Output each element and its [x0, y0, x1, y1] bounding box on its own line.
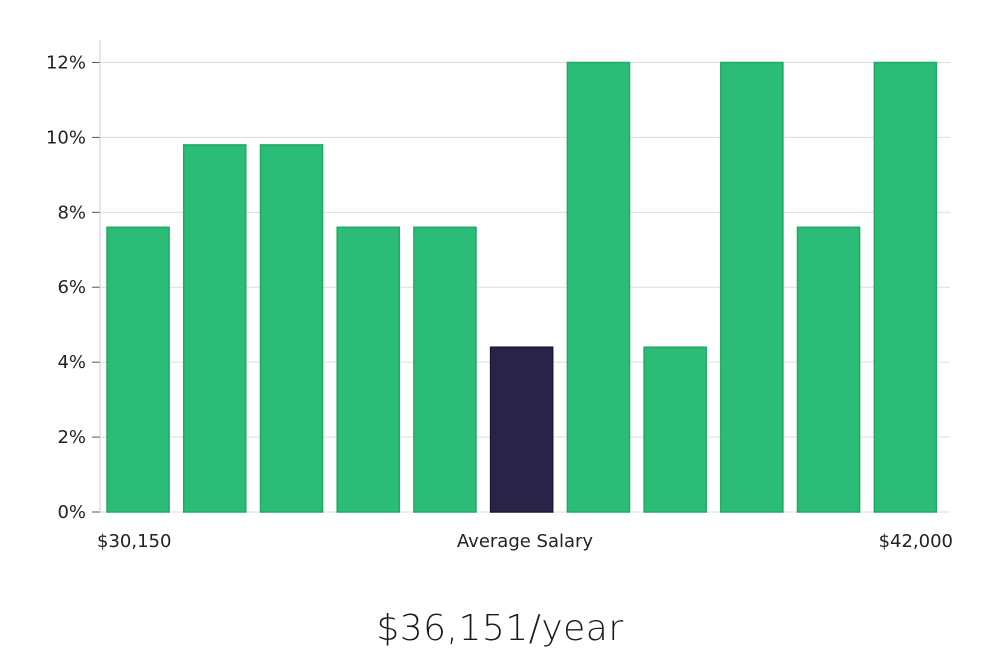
- x-label-min: $30,150: [97, 531, 171, 552]
- bar: [413, 226, 477, 513]
- bar: [643, 346, 707, 513]
- bar: [796, 226, 861, 513]
- bar: [336, 226, 401, 513]
- y-tick-label: 8%: [57, 202, 86, 223]
- average-salary-value: $36,151/year: [376, 608, 624, 649]
- bar: [106, 226, 170, 513]
- y-tick-label: 6%: [57, 277, 86, 298]
- x-label-max: $42,000: [879, 531, 953, 552]
- bar: [566, 61, 631, 513]
- y-tick-label: 4%: [57, 352, 86, 373]
- bar: [873, 61, 938, 513]
- y-tick-label: 12%: [46, 52, 86, 73]
- bars: [106, 61, 938, 513]
- y-tick-label: 10%: [46, 127, 86, 148]
- salary-distribution-chart: 0%2%4%6%8%10%12% $30,150 Average Salary …: [46, 40, 953, 552]
- bar: [720, 61, 784, 513]
- y-tick-label: 2%: [57, 427, 86, 448]
- bar: [259, 144, 324, 513]
- bar-average: [489, 346, 554, 513]
- y-axis-ticks: 0% 2% 4% 6% 8% 10% 12%: [46, 52, 100, 523]
- bar: [182, 144, 247, 513]
- x-label-average: Average Salary: [457, 531, 594, 552]
- y-tick-label: 0%: [57, 502, 86, 523]
